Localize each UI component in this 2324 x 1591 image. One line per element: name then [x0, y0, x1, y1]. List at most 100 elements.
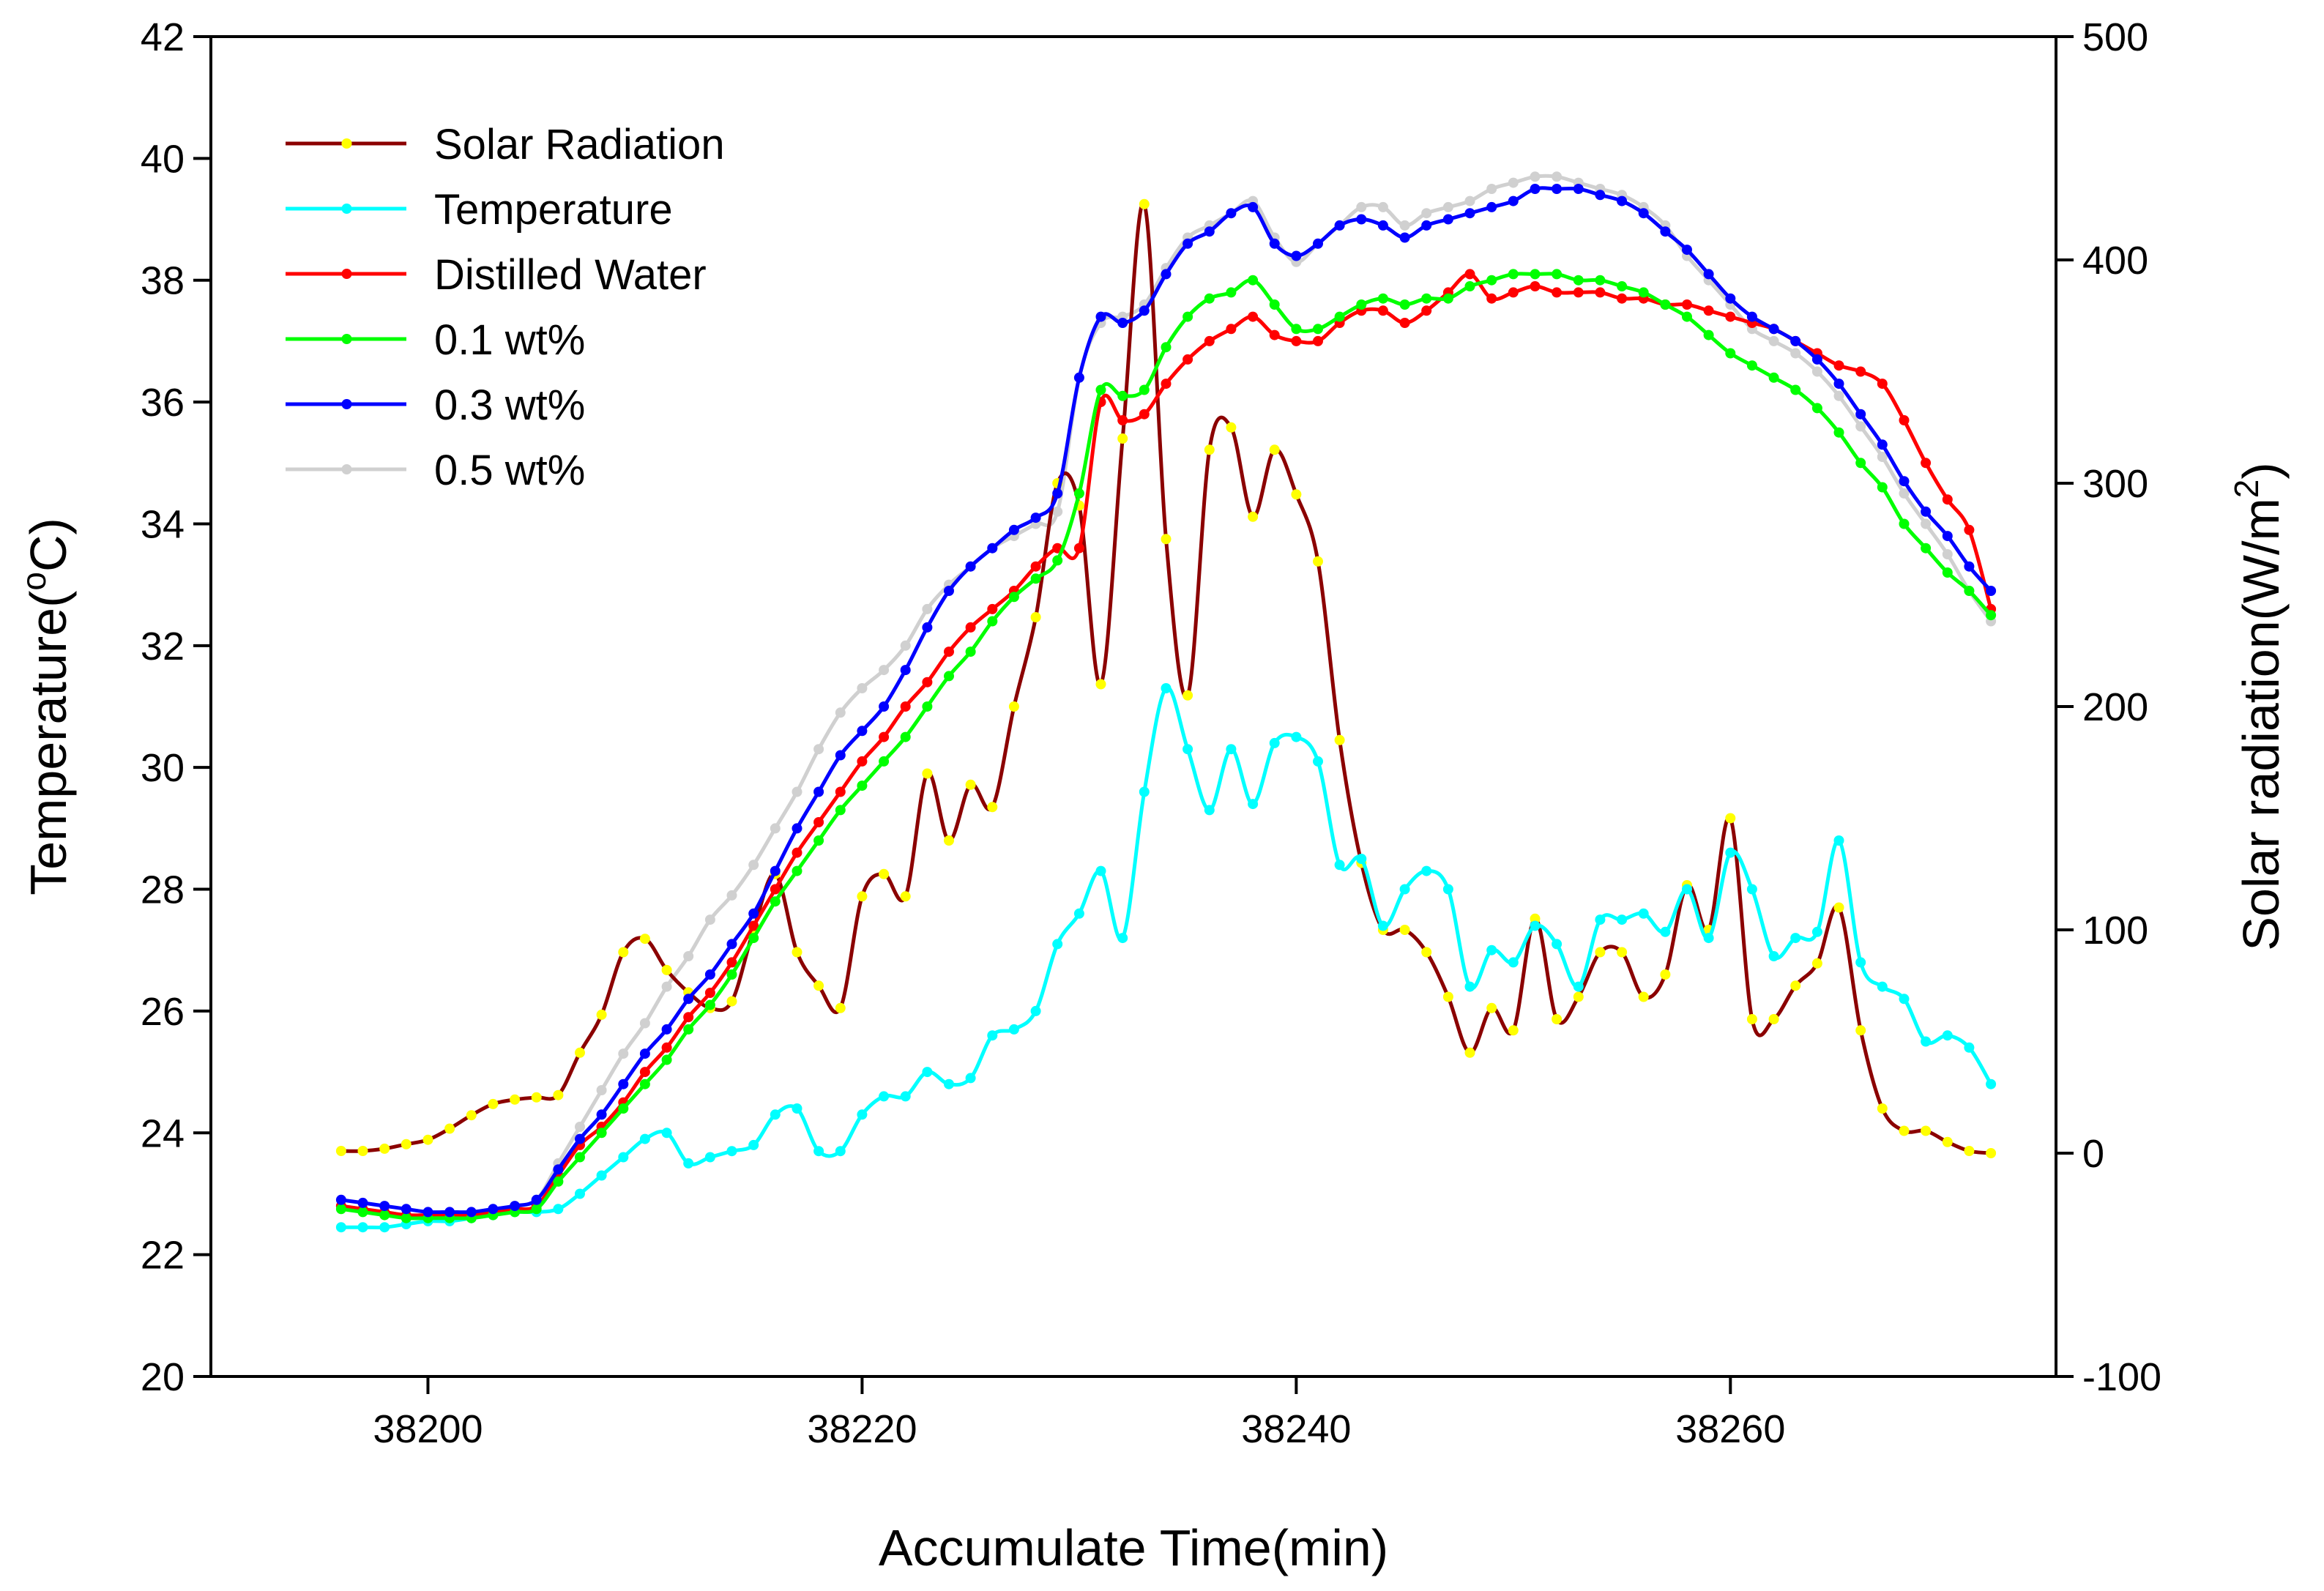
series-4-point-28	[944, 586, 954, 596]
series-1-point-48	[1377, 920, 1388, 931]
series-5-point-15	[661, 981, 672, 992]
series-1-point-62	[1682, 884, 1692, 895]
series-3-point-39	[1183, 311, 1193, 322]
series-1-point-60	[1638, 908, 1649, 919]
series-3-point-26	[900, 731, 911, 742]
series-1-point-34	[1073, 908, 1084, 919]
series-4-point-72	[1899, 476, 1910, 487]
series-0-point-75	[1964, 1146, 1975, 1156]
y-tick-label-10: 40	[141, 137, 185, 181]
series-2-point-38	[1161, 379, 1172, 390]
series-0-point-4	[422, 1134, 433, 1145]
series-1-point-56	[1552, 939, 1563, 950]
x-axis-title: Accumulate Time(min)	[879, 1519, 1388, 1576]
series-4-point-39	[1183, 238, 1193, 249]
series-4-point-47	[1356, 214, 1367, 225]
series-3-point-27	[922, 701, 933, 712]
series-4-point-76	[1986, 586, 1997, 596]
series-0-point-2	[379, 1143, 390, 1154]
series-2-point-70	[1855, 366, 1866, 377]
series-4-point-48	[1377, 220, 1388, 231]
series-3-point-41	[1226, 287, 1237, 298]
series-1-point-23	[835, 1146, 846, 1157]
series-0-point-41	[1226, 422, 1237, 433]
series-2-point-41	[1226, 324, 1237, 335]
x-tick-label-1: 38220	[807, 1407, 917, 1451]
series-3-point-10	[553, 1176, 564, 1187]
series-1-point-32	[1030, 1005, 1041, 1016]
series-0-point-13	[618, 947, 629, 958]
series-4-point-23	[835, 750, 846, 761]
series-3-point-15	[661, 1054, 672, 1065]
series-4-point-45	[1313, 238, 1323, 249]
series-0-point-38	[1161, 534, 1172, 545]
y2-tick-label-5: 400	[2082, 239, 2148, 283]
series-4-point-58	[1595, 190, 1606, 201]
series-4-point-20	[770, 865, 781, 876]
series-2-point-72	[1899, 415, 1910, 425]
series-1-point-26	[900, 1091, 911, 1102]
series-1-point-20	[770, 1109, 781, 1120]
series-1-point-76	[1986, 1078, 1997, 1089]
series-5-line	[340, 174, 1993, 1218]
series-4-point-50	[1421, 220, 1432, 231]
series-3-point-74	[1942, 567, 1953, 578]
series-2-point-74	[1942, 494, 1953, 505]
series-3-point-60	[1638, 287, 1649, 298]
series-3-point-9	[531, 1204, 542, 1215]
series-2-point-15	[661, 1042, 672, 1053]
series-3-point-36	[1117, 390, 1128, 401]
series-1-point-47	[1356, 854, 1367, 864]
series-0-point-72	[1899, 1125, 1910, 1136]
series-4-point-66	[1768, 324, 1779, 335]
series-1-point-61	[1660, 926, 1671, 937]
series-4-point-46	[1334, 220, 1345, 231]
series-3-point-52	[1464, 281, 1475, 291]
series-1-point-11	[575, 1188, 585, 1199]
series-4-point-30	[987, 543, 998, 554]
series-2-point-14	[639, 1067, 650, 1078]
series-4-point-49	[1399, 232, 1410, 243]
series-0-point-29	[965, 779, 976, 790]
series-1-point-63	[1703, 933, 1714, 944]
series-2-point-44	[1291, 335, 1302, 346]
series-5-point-70	[1855, 421, 1866, 432]
series-0-point-15	[661, 964, 672, 975]
series-4-point-64	[1725, 293, 1736, 304]
series-2-point-45	[1313, 335, 1323, 346]
series-1-point-31	[1008, 1024, 1019, 1035]
y-tick-label-7: 34	[141, 502, 185, 546]
series-4-point-52	[1464, 208, 1475, 219]
series-1-point-16	[683, 1158, 694, 1169]
series-4-point-36	[1117, 318, 1128, 328]
series-2-point-30	[987, 603, 998, 614]
series-2-point-17	[704, 988, 715, 998]
series-3-point-22	[813, 835, 824, 846]
series-3-point-40	[1204, 293, 1215, 304]
legend-label-4: 0.3 wt%	[434, 381, 585, 429]
legend-item-0: Solar Radiation	[286, 121, 725, 168]
y-axis-left: 20 22 24 26 28 30 32 34 36 38 40 42	[141, 15, 211, 1399]
series-3-point-2	[379, 1210, 390, 1221]
series-4-point-62	[1682, 245, 1692, 256]
series-3-point-72	[1899, 518, 1910, 529]
series-1-point-2	[379, 1222, 390, 1233]
series-4-point-32	[1030, 513, 1041, 523]
series-4-point-33	[1052, 488, 1063, 499]
series-5-point-26	[900, 640, 911, 651]
series-3-point-67	[1790, 384, 1801, 395]
series-4-point-13	[618, 1078, 629, 1089]
series-3-point-45	[1313, 324, 1323, 335]
series-0-point-56	[1552, 1014, 1563, 1024]
series-0-point-37	[1139, 198, 1150, 209]
series-2-point-64	[1725, 311, 1736, 322]
series-2-point-34	[1073, 543, 1084, 554]
series-3-point-71	[1877, 482, 1888, 493]
series-4-point-25	[879, 701, 890, 712]
series-4-point-15	[661, 1024, 672, 1035]
legend-marker-4	[341, 399, 352, 409]
series-0-point-60	[1638, 991, 1649, 1002]
x-axis: 38200 38220 38240 38260	[373, 1376, 1785, 1451]
series-0-point-26	[900, 891, 911, 902]
